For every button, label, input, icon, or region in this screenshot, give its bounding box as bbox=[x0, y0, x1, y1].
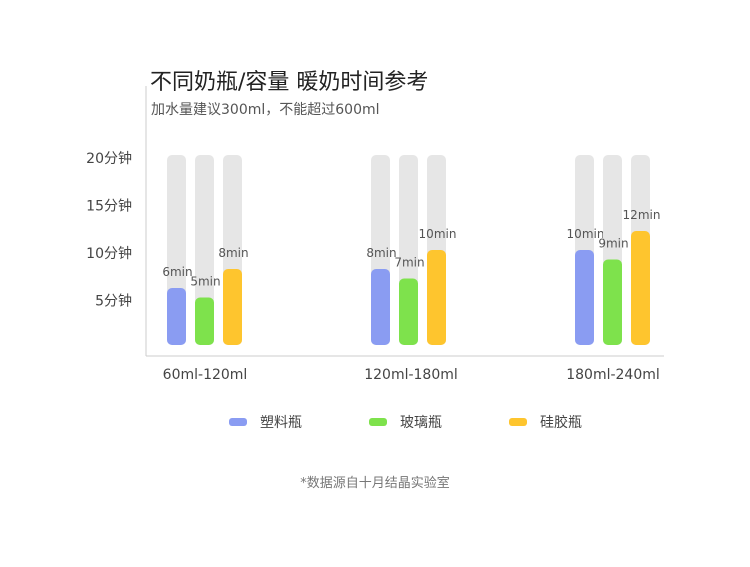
chart-title: 不同奶瓶/容量 暖奶时间参考 bbox=[150, 70, 429, 95]
legend-label: 硅胶瓶 bbox=[540, 415, 582, 431]
bar bbox=[631, 231, 650, 345]
legend-item: 玻璃瓶 bbox=[369, 412, 442, 432]
data-label: 8min bbox=[218, 246, 248, 260]
source-note: *数据源自十月结晶实验室 bbox=[300, 476, 450, 491]
bar-track bbox=[195, 155, 214, 345]
data-label: 5min bbox=[190, 275, 220, 289]
x-category-label: 120ml-180ml bbox=[364, 367, 458, 383]
bar bbox=[223, 269, 242, 345]
legend-swatch bbox=[509, 418, 527, 426]
bar bbox=[399, 278, 418, 345]
bar bbox=[603, 259, 622, 345]
y-tick-label: 10分钟 bbox=[86, 245, 132, 262]
chart-subtitle: 加水量建议300ml，不能超过600ml bbox=[151, 102, 380, 118]
legend-label: 塑料瓶 bbox=[260, 415, 302, 431]
data-label: 9min bbox=[598, 237, 628, 251]
data-label: 12min bbox=[623, 208, 661, 222]
y-tick-label: 20分钟 bbox=[86, 150, 132, 167]
x-category-label: 180ml-240ml bbox=[566, 367, 660, 383]
data-label: 6min bbox=[162, 265, 192, 279]
data-label: 10min bbox=[567, 227, 605, 241]
data-label: 10min bbox=[419, 227, 457, 241]
bar bbox=[427, 250, 446, 345]
data-label: 8min bbox=[366, 246, 396, 260]
bar bbox=[371, 269, 390, 345]
legend-item: 硅胶瓶 bbox=[509, 412, 582, 432]
legend-item: 塑料瓶 bbox=[229, 412, 302, 432]
bar bbox=[195, 297, 214, 345]
legend-label: 玻璃瓶 bbox=[400, 415, 442, 431]
bar bbox=[575, 250, 594, 345]
bar bbox=[167, 288, 186, 345]
y-tick-label: 15分钟 bbox=[86, 198, 132, 215]
x-category-label: 60ml-120ml bbox=[163, 367, 248, 383]
data-label: 7min bbox=[394, 256, 424, 270]
legend-swatch bbox=[369, 418, 387, 426]
y-tick-label: 5分钟 bbox=[95, 293, 132, 310]
legend: 塑料瓶 玻璃瓶 硅胶瓶 bbox=[0, 412, 750, 436]
legend-swatch bbox=[229, 418, 247, 426]
